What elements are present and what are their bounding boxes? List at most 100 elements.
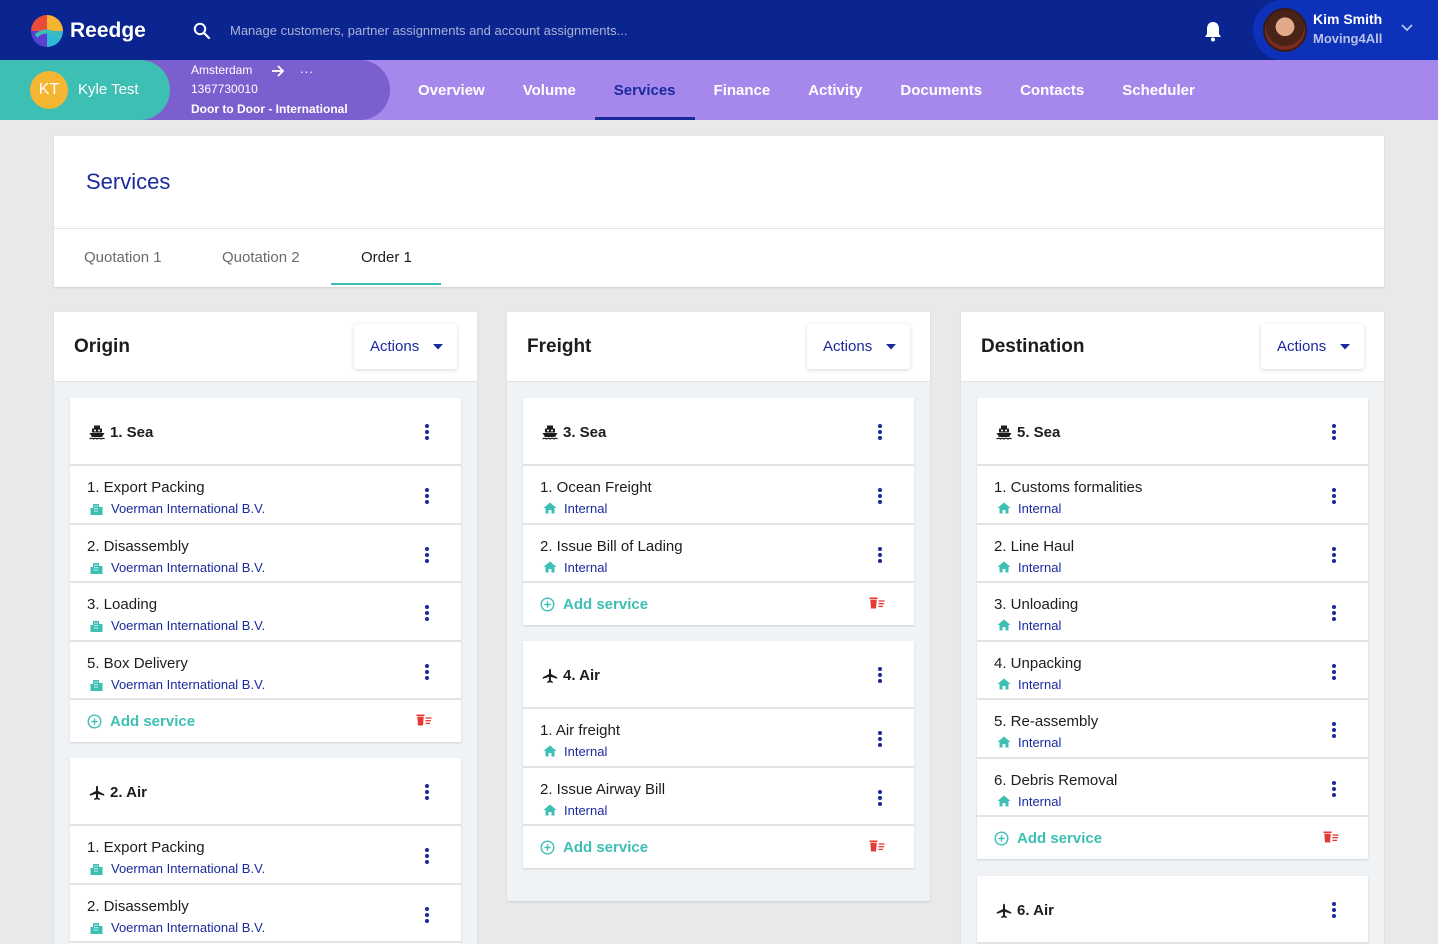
tab-documents[interactable]: Documents <box>900 81 983 99</box>
item-more-options-icon[interactable] <box>423 906 431 923</box>
service-item[interactable]: 1. Customs formalities Internal <box>977 466 1368 525</box>
group-more-options-icon[interactable] <box>423 424 431 440</box>
column-title: Freight <box>527 336 592 357</box>
service-provider: Internal <box>1018 618 1062 633</box>
service-item[interactable]: 2. Disassembly Voerman International B.V. <box>70 525 461 583</box>
service-item[interactable]: 5. Re-assembly Internal <box>977 700 1368 759</box>
home-icon <box>543 745 557 757</box>
service-item[interactable]: 1. Air freight Internal <box>523 709 914 768</box>
home-icon <box>543 804 557 816</box>
service-item[interactable]: 1. Export Packing Voerman International B… <box>70 826 461 885</box>
item-more-options-icon[interactable] <box>1330 722 1338 738</box>
item-more-options-icon[interactable] <box>423 488 431 504</box>
home-icon <box>997 678 1011 690</box>
group-more-options-icon[interactable] <box>876 424 884 440</box>
tab-order-1[interactable]: Order 1 <box>361 249 412 266</box>
service-provider: Internal <box>1018 501 1062 516</box>
delete-group-icon[interactable] <box>1323 831 1339 843</box>
service-group-header: 5. Sea <box>977 398 1368 466</box>
customer-badge[interactable]: KT Kyle Test <box>0 60 170 120</box>
add-circle-icon[interactable] <box>87 714 102 729</box>
service-item[interactable]: 4. Unpacking Internal <box>977 642 1368 700</box>
item-more-options-icon[interactable] <box>1330 546 1338 563</box>
home-icon <box>997 795 1011 807</box>
tab-scheduler[interactable]: Scheduler <box>1122 81 1195 99</box>
service-item[interactable]: 2. Issue Bill of Lading Internal <box>523 525 914 583</box>
delete-group-icon[interactable] <box>416 714 432 726</box>
add-circle-icon[interactable] <box>540 840 555 855</box>
service-provider: Internal <box>564 744 608 759</box>
add-service-button[interactable]: Add service <box>563 596 649 613</box>
tab-contacts[interactable]: Contacts <box>1020 81 1085 99</box>
tab-finance[interactable]: Finance <box>713 81 771 99</box>
delete-group-icon[interactable] <box>869 840 885 852</box>
add-service-button[interactable]: Add service <box>110 713 196 730</box>
home-icon <box>543 502 557 514</box>
user-avatar <box>1263 8 1307 52</box>
tab-quotation-2[interactable]: Quotation 2 <box>222 249 300 266</box>
service-item[interactable]: 6. Debris Removal Internal <box>977 759 1368 817</box>
item-more-options-icon[interactable] <box>876 488 884 504</box>
item-more-options-icon[interactable] <box>1330 605 1338 621</box>
actions-dropdown-button[interactable]: Actions <box>1261 324 1364 369</box>
add-service-button[interactable]: Add service <box>1017 830 1103 847</box>
service-item[interactable]: 2. Line Haul Internal <box>977 525 1368 583</box>
delete-group-icon[interactable] <box>869 597 885 609</box>
service-group: 1. Sea 1. Export Packing Voerman Internati… <box>70 398 461 742</box>
user-menu[interactable]: Kim Smith Moving4All <box>1253 0 1438 60</box>
item-more-options-icon[interactable] <box>876 731 884 747</box>
add-service-row: Add service <box>523 826 914 868</box>
customer-name: Kyle Test <box>78 81 139 98</box>
add-circle-icon[interactable] <box>540 597 555 612</box>
service-column: Destination Actions 5. Sea 1. Customs forma… <box>961 312 1384 944</box>
services-header-card: Services Quotation 1 Quotation 2 Order 1 <box>54 136 1384 287</box>
column-title: Origin <box>74 336 130 357</box>
item-more-options-icon[interactable] <box>423 546 431 563</box>
item-more-options-icon[interactable] <box>423 663 431 680</box>
item-more-options-icon[interactable] <box>1330 663 1338 680</box>
item-more-options-icon[interactable] <box>876 546 884 563</box>
service-provider: Voerman International B.V. <box>111 559 266 575</box>
service-item[interactable]: 5. Box Delivery Voerman International B.V… <box>70 642 461 700</box>
add-service-button[interactable]: Add service <box>563 839 649 856</box>
group-more-options-icon[interactable] <box>1330 902 1338 918</box>
service-item[interactable]: 3. Loading Voerman International B.V. <box>70 583 461 642</box>
add-circle-icon[interactable] <box>994 831 1009 846</box>
actions-dropdown-button[interactable]: Actions <box>807 324 910 369</box>
group-more-options-icon[interactable] <box>1330 424 1338 440</box>
app-logo[interactable]: Reedge <box>30 14 146 48</box>
service-item[interactable]: 3. Unloading Internal <box>977 583 1368 642</box>
tab-overview[interactable]: Overview <box>418 81 485 99</box>
ship-icon <box>542 425 558 440</box>
group-more-options-icon[interactable] <box>876 667 884 683</box>
search-input[interactable] <box>222 18 742 42</box>
tab-volume[interactable]: Volume <box>522 81 576 99</box>
service-item[interactable]: 1. Ocean Freight Internal <box>523 466 914 525</box>
service-group: 4. Air 1. Air freight Internal 2. Issue Air… <box>523 641 914 868</box>
tab-services[interactable]: Services <box>594 60 695 120</box>
search-icon[interactable] <box>193 22 211 40</box>
actions-dropdown-button[interactable]: Actions <box>354 324 457 369</box>
notifications-bell-icon[interactable] <box>1203 20 1223 42</box>
item-more-options-icon[interactable] <box>423 848 431 864</box>
tab-quotation-1[interactable]: Quotation 1 <box>84 249 162 266</box>
group-more-options-icon[interactable] <box>423 784 431 800</box>
tab-activity[interactable]: Activity <box>808 81 863 99</box>
divider <box>54 228 1384 229</box>
page-title: Services <box>86 169 171 194</box>
add-service-row: Add service <box>977 817 1368 859</box>
item-more-options-icon[interactable] <box>876 789 884 806</box>
service-item-name: 2. Disassembly <box>87 537 189 555</box>
item-more-options-icon[interactable] <box>1330 780 1338 797</box>
service-item[interactable]: 1. Export Packing Voerman International B… <box>70 466 461 525</box>
arrow-right-icon <box>272 65 285 77</box>
service-provider: Internal <box>1018 676 1062 692</box>
user-name: Kim Smith <box>1313 11 1383 27</box>
service-item[interactable]: 2. Issue Airway Bill Internal <box>523 768 914 826</box>
service-item-name: 1. Customs formalities <box>994 479 1143 496</box>
item-more-options-icon[interactable] <box>423 605 431 621</box>
service-group: 3. Sea 1. Ocean Freight Internal 2. Issue B… <box>523 398 914 625</box>
item-more-options-icon[interactable] <box>1330 488 1338 504</box>
service-item[interactable]: 2. Disassembly Voerman International B.V. <box>70 885 461 943</box>
move-summary[interactable]: Amsterdam ... 1367730010 Door to Door - … <box>0 60 390 120</box>
